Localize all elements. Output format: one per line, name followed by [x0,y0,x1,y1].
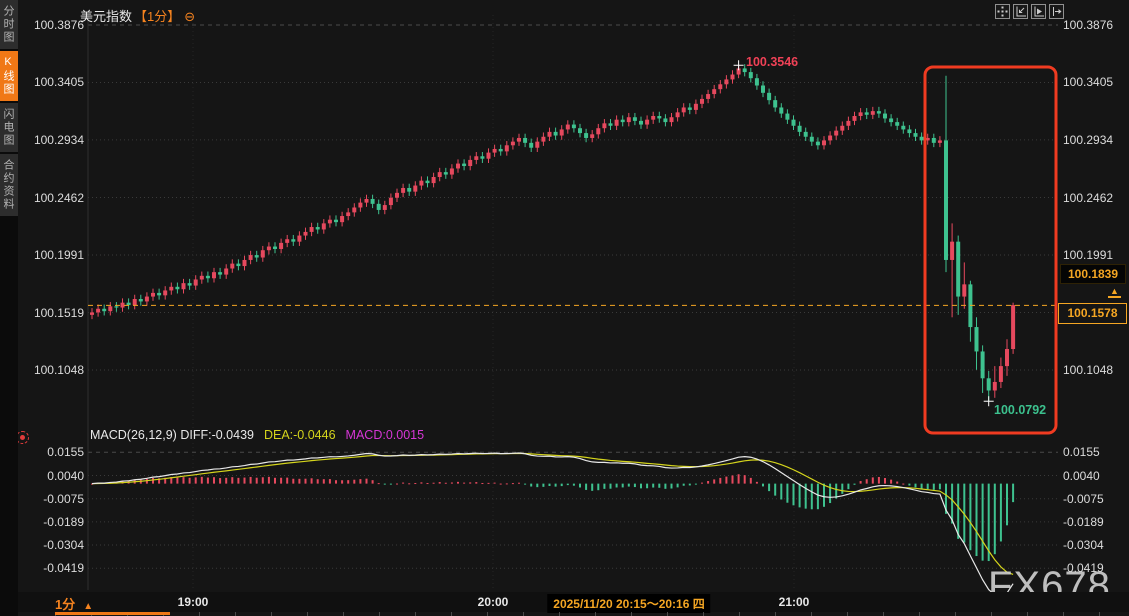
time-tick-label: 19:00 [177,595,209,609]
macd-tick-label: 0.0040 [1063,468,1100,483]
macd-tick-label: 0.0155 [1063,445,1100,460]
macd-tick-label: -0.0075 [1063,491,1104,506]
sidebar-item-candlestick-chart[interactable]: K线图 [0,51,18,101]
zoom-axis-right-icon[interactable] [1031,4,1046,19]
chart-toolbar [995,4,1064,19]
macd-tick-label: 0.0155 [47,445,84,460]
period-tag: 【1分】 [134,9,181,24]
session-high-label: 100.3546 [746,55,799,69]
price-tick-label: 100.3876 [1063,18,1114,32]
price-position-marker-icon: ▲ [1108,286,1121,298]
macd-pane [91,452,1015,592]
crosshair-mark [733,60,744,71]
price-tick-label: 100.3405 [33,75,84,90]
macd-tick-label: -0.0304 [43,538,84,553]
time-axis-bar: 1分 ▲ 19:00 20:00 21:00 2025/11/20 20:15～20:… [0,592,1129,613]
sidebar-item-lightning-chart[interactable]: 闪电图 [0,103,18,152]
timeline-scrollbar-handle[interactable] [55,612,170,615]
sidebar-item-contract-info[interactable]: 合约资料 [0,154,18,216]
price-tick-label: 100.2934 [33,132,84,147]
macd-title: MACD(26,12,9) DIFF:-0.0439 [90,428,254,442]
price-tick-label: 100.3405 [1063,75,1114,90]
crosshair-mark [983,396,994,407]
period-selector[interactable]: 1分 ▲ [55,594,93,613]
price-tick-label: 100.2934 [1063,132,1114,147]
macd-tick-label: -0.0419 [43,561,84,576]
macd-dea-value: DEA:-0.0446 [263,428,336,442]
session-range-label: 2025/11/20 20:15～20:16 四 [547,594,711,613]
price-tick-label: 100.1519 [33,305,84,320]
chart-title-bar: 美元指数 【1分】 ⊖ [80,6,195,25]
price-tick-label: 100.3876 [33,18,84,32]
candles [90,64,1016,402]
macd-macd-value: MACD:0.0015 [345,428,425,442]
timeline-scrollbar[interactable] [55,612,1129,616]
instrument-title: 美元指数 [80,9,133,24]
chart-type-sidebar: 分时图 K线图 闪电图 合约资料 [0,0,18,616]
macd-tick-label: 0.0040 [47,468,84,483]
price-tick-label: 100.2462 [33,190,84,205]
diff-line [91,452,1014,592]
time-tick-label: 20:00 [477,595,509,609]
zoom-axis-left-icon[interactable] [1013,4,1028,19]
sidebar-item-timeline-chart[interactable]: 分时图 [0,0,18,49]
time-tick-label: 21:00 [778,595,810,609]
session-low-label: 100.0792 [994,403,1047,417]
macd-tick-label: -0.0419 [1063,561,1104,576]
price-tick-label: 100.2462 [1063,190,1114,205]
period-dropdown-icon: ▲ [83,601,94,612]
period-label: 1分 [55,597,76,612]
price-tick-label: 100.1048 [33,363,84,377]
collapse-indicator-icon[interactable]: ⊖ [184,9,196,24]
highlight-rectangle [923,65,1058,435]
pan-right-icon[interactable] [1049,4,1064,19]
dea-line [91,452,1014,576]
macd-tick-label: -0.0189 [43,514,84,529]
reference-price-badge: 100.1839 [1060,264,1126,284]
macd-tick-label: -0.0075 [43,491,84,506]
macd-tick-label: -0.0304 [1063,538,1104,553]
crosshair-icon[interactable] [995,4,1010,19]
price-tick-label: 100.1991 [33,247,84,262]
last-price-badge: 100.1578 [1058,303,1127,324]
gridlines [87,15,1058,590]
price-tick-label: 100.1048 [1063,363,1114,377]
macd-header: MACD(26,12,9) DIFF:-0.0439 DEA:-0.0446 MAC… [90,428,424,442]
macd-tick-label: -0.0189 [1063,514,1104,529]
price-tick-label: 100.1991 [1063,247,1114,262]
